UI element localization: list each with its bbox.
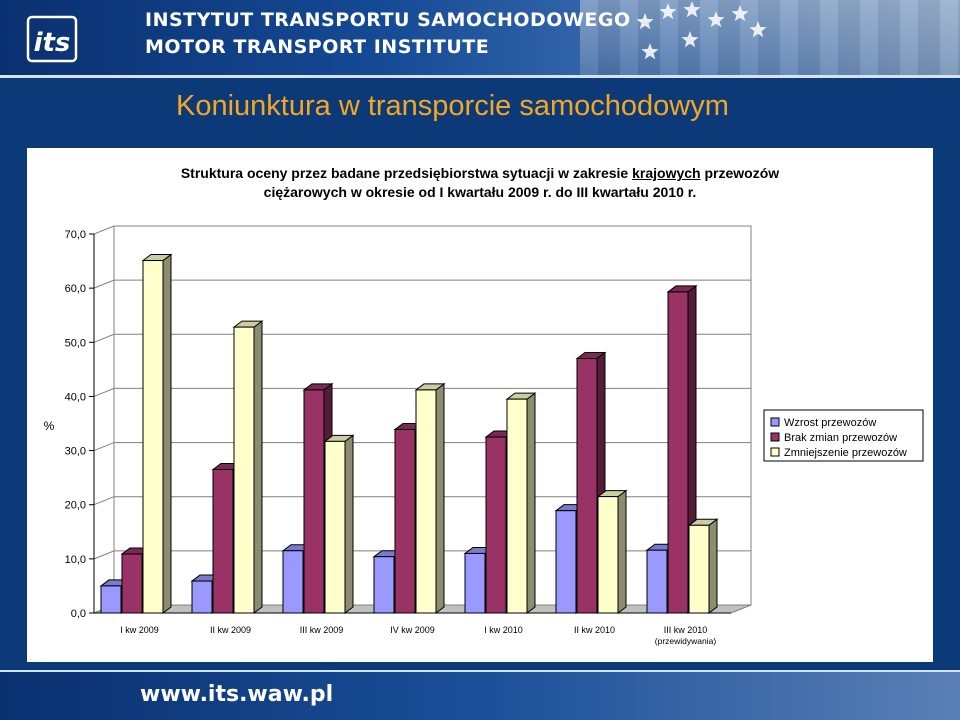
- chart-title-part1: Struktura oceny przez badane przedsiębio…: [180, 165, 633, 181]
- bar: [282, 550, 304, 614]
- star-icon: [681, 31, 699, 48]
- bar: [324, 440, 346, 614]
- x-tick-label: II kw 2009: [210, 625, 251, 635]
- x-tick-label: I kw 2010: [484, 625, 523, 635]
- legend-label: Zmniejszenie przewozów: [784, 447, 907, 459]
- gridline: [93, 225, 751, 235]
- logo-text: its: [34, 28, 71, 58]
- page-title: Koniunktura w transporcie samochodowym: [176, 90, 729, 122]
- legend-label: Brak zmian przewozów: [784, 432, 897, 444]
- bar-chart: 0,0 10,0 20,0 30,0 40,0 50,0 60,0 70,0% I kw 200…: [44, 225, 924, 646]
- y-tick-label: 0,0: [71, 608, 86, 620]
- x-tick-label: (przewidywania): [655, 636, 717, 646]
- legend-swatch: [770, 417, 780, 427]
- y-tick-label: 50,0: [65, 337, 86, 349]
- bar: [415, 389, 437, 614]
- star-icon: [749, 21, 767, 38]
- gridline: [93, 279, 751, 289]
- bar-side: [708, 518, 718, 614]
- gridline: [93, 442, 751, 452]
- x-tick-label: III kw 2010: [664, 625, 708, 635]
- gridline: [93, 387, 751, 397]
- bar: [191, 580, 213, 614]
- gridline: [93, 333, 751, 343]
- y-tick-label: 10,0: [65, 554, 86, 566]
- bar: [373, 556, 395, 614]
- chart-title-underlined: krajowych: [632, 165, 701, 181]
- chart-title-part2: przewozów: [700, 165, 780, 181]
- legend-label: Wzrost przewozów: [784, 417, 876, 429]
- x-tick-label: IV kw 2009: [390, 625, 435, 635]
- y-tick-label: 30,0: [65, 446, 86, 458]
- gridline: [93, 496, 751, 506]
- its-logo: its: [26, 15, 78, 63]
- bar-side: [526, 392, 536, 614]
- x-tick-label: II kw 2010: [574, 625, 615, 635]
- x-tick-label: III kw 2009: [300, 625, 344, 635]
- header-banner: its INSTYTUT TRANSPORTU SAMOCHODOWEGO MO…: [0, 0, 960, 75]
- gridline: [93, 550, 751, 560]
- chart-title-line2: ciężarowych w okresie od I kwartału 2009…: [263, 184, 697, 200]
- bar-side: [162, 253, 172, 614]
- bar: [212, 469, 234, 614]
- y-tick-label: 40,0: [65, 391, 86, 403]
- star-icon: [659, 3, 677, 20]
- star-icon: [683, 1, 701, 18]
- bar: [464, 552, 486, 614]
- chart-title: Struktura oceny przez badane przedsiębio…: [27, 164, 933, 202]
- y-tick-label: 20,0: [65, 500, 86, 512]
- star-icon: [707, 11, 725, 28]
- legend-box: [763, 409, 924, 462]
- bar: [485, 436, 507, 614]
- star-icon: [731, 5, 749, 22]
- institute-name-pl: INSTYTUT TRANSPORTU SAMOCHODOWEGO: [145, 9, 631, 31]
- bar: [100, 585, 122, 614]
- legend-swatch: [770, 447, 780, 457]
- header-photo: [580, 0, 960, 75]
- footer-banner: [0, 672, 960, 720]
- bar: [303, 389, 325, 614]
- bar: [121, 553, 143, 614]
- bar: [394, 428, 416, 614]
- legend-swatch: [770, 432, 780, 442]
- y-tick-label: 60,0: [65, 283, 86, 295]
- footer-divider: [0, 670, 960, 673]
- y-axis-label: %: [44, 419, 55, 433]
- bar-side: [253, 320, 263, 614]
- bar: [667, 291, 689, 614]
- bar-side: [617, 489, 627, 614]
- bar: [576, 358, 598, 614]
- y-tick-label: 70,0: [65, 229, 86, 241]
- institute-name-en: MOTOR TRANSPORT INSTITUTE: [145, 36, 490, 58]
- bar: [506, 398, 528, 614]
- chart-panel: Struktura oceny przez badane przedsiębio…: [27, 148, 933, 662]
- bar: [597, 496, 619, 614]
- footer-url: www.its.waw.pl: [140, 682, 334, 707]
- bar: [233, 326, 255, 614]
- bar: [688, 524, 710, 614]
- bar: [142, 260, 164, 614]
- x-tick-label: I kw 2009: [120, 625, 159, 635]
- eu-stars-decoration: [636, 1, 767, 60]
- bar: [646, 549, 668, 614]
- header-divider: [0, 75, 960, 78]
- star-icon: [641, 43, 659, 60]
- bar-side: [344, 434, 354, 614]
- star-icon: [636, 13, 654, 30]
- bar: [555, 510, 577, 614]
- bar-side: [435, 382, 445, 614]
